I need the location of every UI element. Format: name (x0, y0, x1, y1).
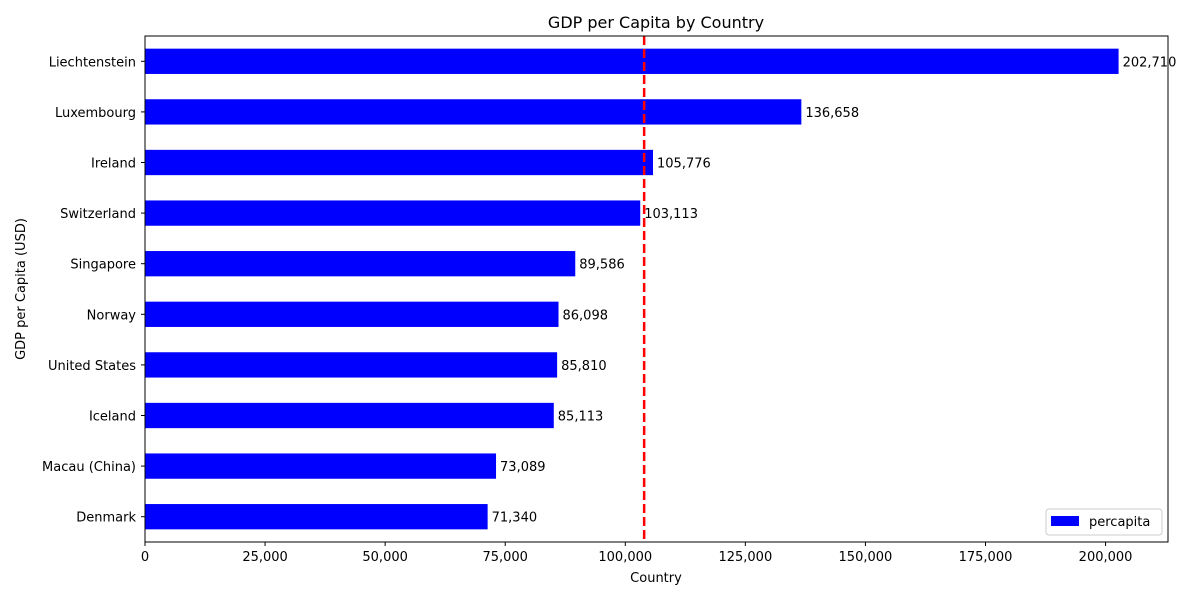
y-tick-label: Denmark (76, 511, 136, 526)
data-label: 71,340 (492, 511, 537, 526)
x-tick-label: 75,000 (482, 550, 528, 565)
data-label: 105,776 (657, 157, 711, 172)
y-tick-label: Iceland (89, 410, 136, 425)
bar (145, 453, 497, 479)
x-tick-label: 200,000 (1079, 550, 1133, 565)
y-tick-label: United States (48, 359, 136, 374)
bar (145, 402, 554, 429)
y-tick-label: Ireland (91, 157, 136, 172)
bar (145, 301, 559, 327)
y-tick-label: Liechtenstein (49, 55, 136, 70)
y-axis: Liechtenstein Luxembourg Ireland Switzerlan… (42, 55, 145, 526)
bar (145, 200, 641, 226)
y-tick-label: Switzerland (60, 207, 136, 222)
x-axis-title: Country (630, 571, 682, 586)
legend-label: percapita (1089, 515, 1150, 530)
data-label: 85,113 (558, 410, 604, 425)
x-axis: 0 25,000 50,000 75,000 100,000 125,000 150,000… (141, 542, 1133, 565)
bar (145, 504, 488, 530)
x-tick-label: 50,000 (362, 550, 408, 565)
data-label: 85,810 (561, 359, 607, 374)
x-tick-label: 25,000 (242, 550, 288, 565)
data-label: 103,113 (644, 207, 698, 222)
chart-title: GDP per Capita by Country (548, 13, 764, 32)
data-label: 202,710 (1123, 55, 1177, 70)
y-axis-title: GDP per Capita (USD) (14, 218, 29, 360)
bar (145, 251, 576, 277)
data-label: 73,089 (500, 460, 546, 475)
x-tick-label: 175,000 (959, 550, 1013, 565)
data-label: 86,098 (563, 308, 609, 323)
legend: percapita (1045, 508, 1163, 536)
y-tick-label: Singapore (70, 258, 136, 273)
legend-swatch (1051, 516, 1079, 526)
legend-box (1045, 508, 1163, 536)
bar (145, 48, 1119, 74)
x-tick-label: 125,000 (718, 550, 772, 565)
bars-layer (145, 48, 1119, 530)
plot-frame (144, 35, 1169, 543)
data-label: 89,586 (579, 258, 625, 273)
bar (145, 149, 654, 176)
data-labels-layer: 202,710 136,658 105,776 103,113 89,586 86,098… (492, 55, 1177, 525)
y-tick-label: Norway (87, 308, 137, 323)
x-tick-label: 150,000 (839, 550, 893, 565)
data-label: 136,658 (805, 106, 859, 121)
x-tick-label: 100,000 (598, 550, 652, 565)
bar (145, 352, 558, 378)
y-tick-label: Luxembourg (55, 106, 136, 121)
bar (145, 99, 802, 125)
y-tick-label: Macau (China) (42, 460, 136, 475)
x-tick-label: 0 (141, 550, 149, 565)
